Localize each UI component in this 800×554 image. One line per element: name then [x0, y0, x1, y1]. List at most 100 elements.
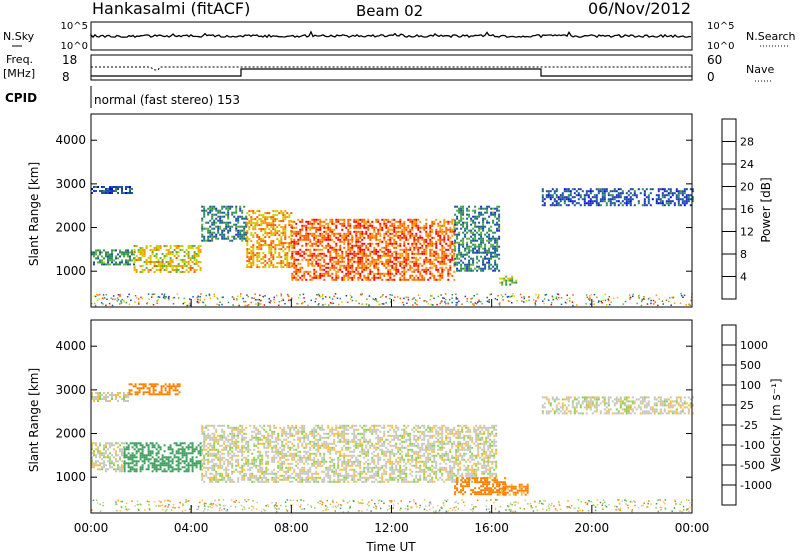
- data-cell: [263, 470, 266, 473]
- data-cell: [541, 194, 544, 197]
- data-cell: [623, 198, 626, 201]
- data-cell: [129, 263, 131, 266]
- data-cell: [248, 252, 251, 255]
- data-cell: [223, 237, 226, 240]
- data-cell: [282, 299, 285, 302]
- data-cell: [393, 268, 396, 271]
- data-cell: [177, 470, 180, 473]
- data-cell: [373, 266, 376, 269]
- data-cell: [115, 470, 117, 473]
- data-cell: [209, 239, 212, 242]
- data-cell: [113, 186, 115, 188]
- data-cell: [262, 258, 265, 261]
- data-cell: [264, 260, 267, 263]
- data-cell: [151, 293, 154, 296]
- data-cell: [313, 226, 316, 229]
- data-cell: [379, 274, 382, 277]
- data-cell: [683, 200, 686, 203]
- data-cell: [93, 186, 95, 188]
- data-cell: [347, 240, 350, 243]
- data-cell: [129, 188, 131, 190]
- data-cell: [683, 188, 686, 191]
- data-cell: [133, 454, 136, 457]
- data-cell: [353, 218, 356, 221]
- data-cell: [109, 186, 111, 188]
- data-cell: [351, 262, 354, 265]
- data-cell: [164, 389, 167, 392]
- data-cell: [563, 196, 566, 199]
- data-cell: [476, 231, 479, 234]
- data-cell: [217, 456, 220, 459]
- data-cell: [183, 450, 186, 453]
- data-cell: [319, 226, 322, 229]
- data-cell: [307, 222, 310, 225]
- data-cell: [299, 248, 302, 251]
- data-cell: [225, 466, 228, 469]
- data-cell: [282, 298, 284, 300]
- data-cell: [285, 466, 288, 469]
- data-cell: [659, 200, 662, 203]
- data-cell: [468, 229, 471, 232]
- data-cell: [478, 259, 481, 262]
- data-cell: [464, 249, 467, 252]
- data-cell: [589, 198, 592, 201]
- data-cell: [95, 462, 97, 465]
- data-cell: [399, 220, 402, 223]
- data-cell: [323, 224, 326, 227]
- data-cell: [381, 272, 384, 275]
- data-cell: [268, 258, 271, 261]
- data-cell: [250, 232, 253, 235]
- data-cell: [140, 383, 143, 386]
- data-cell: [97, 396, 99, 398]
- data-cell: [260, 214, 263, 217]
- data-cell: [163, 245, 166, 247]
- data-cell: [669, 190, 672, 193]
- data-cell: [373, 274, 376, 277]
- data-cell: [329, 268, 332, 271]
- data-cell: [213, 227, 216, 230]
- data-cell: [102, 294, 105, 296]
- data-cell: [248, 228, 251, 231]
- data-cell: [667, 202, 670, 205]
- data-cell: [689, 188, 692, 191]
- data-cell: [245, 432, 248, 435]
- data-cell: [385, 254, 388, 257]
- data-cell: [115, 257, 117, 260]
- data-cell: [375, 300, 378, 302]
- data-cell: [95, 257, 97, 260]
- data-cell: [267, 424, 270, 427]
- data-cell: [335, 236, 338, 239]
- data-cell: [507, 300, 510, 302]
- data-cell: [243, 233, 246, 236]
- data-cell: [347, 220, 350, 223]
- data-cell: [447, 236, 450, 239]
- data-cell: [183, 271, 186, 273]
- data-cell: [167, 271, 170, 273]
- data-cell: [105, 450, 107, 453]
- data-cell: [213, 438, 216, 441]
- data-cell: [494, 259, 497, 262]
- data-cell: [251, 458, 254, 461]
- data-cell: [456, 257, 459, 260]
- data-cell: [155, 261, 158, 263]
- data-cell: [269, 428, 272, 431]
- data-cell: [439, 236, 442, 239]
- data-cell: [333, 256, 336, 259]
- data-cell: [129, 192, 131, 194]
- data-cell: [91, 444, 93, 447]
- data-cell: [254, 232, 257, 235]
- data-cell: [385, 226, 388, 229]
- data-cell: [494, 253, 497, 256]
- data-cell: [219, 450, 222, 453]
- data-cell: [478, 243, 481, 246]
- data-cell: [329, 236, 332, 239]
- data-cell: [363, 266, 366, 269]
- data-cell: [297, 262, 300, 265]
- data-cell: [101, 458, 103, 461]
- data-cell: [293, 230, 296, 233]
- data-cell: [209, 225, 212, 228]
- data-cell: [499, 304, 501, 307]
- data-cell: [313, 248, 316, 251]
- data-cell: [252, 228, 255, 231]
- data-cell: [223, 436, 226, 439]
